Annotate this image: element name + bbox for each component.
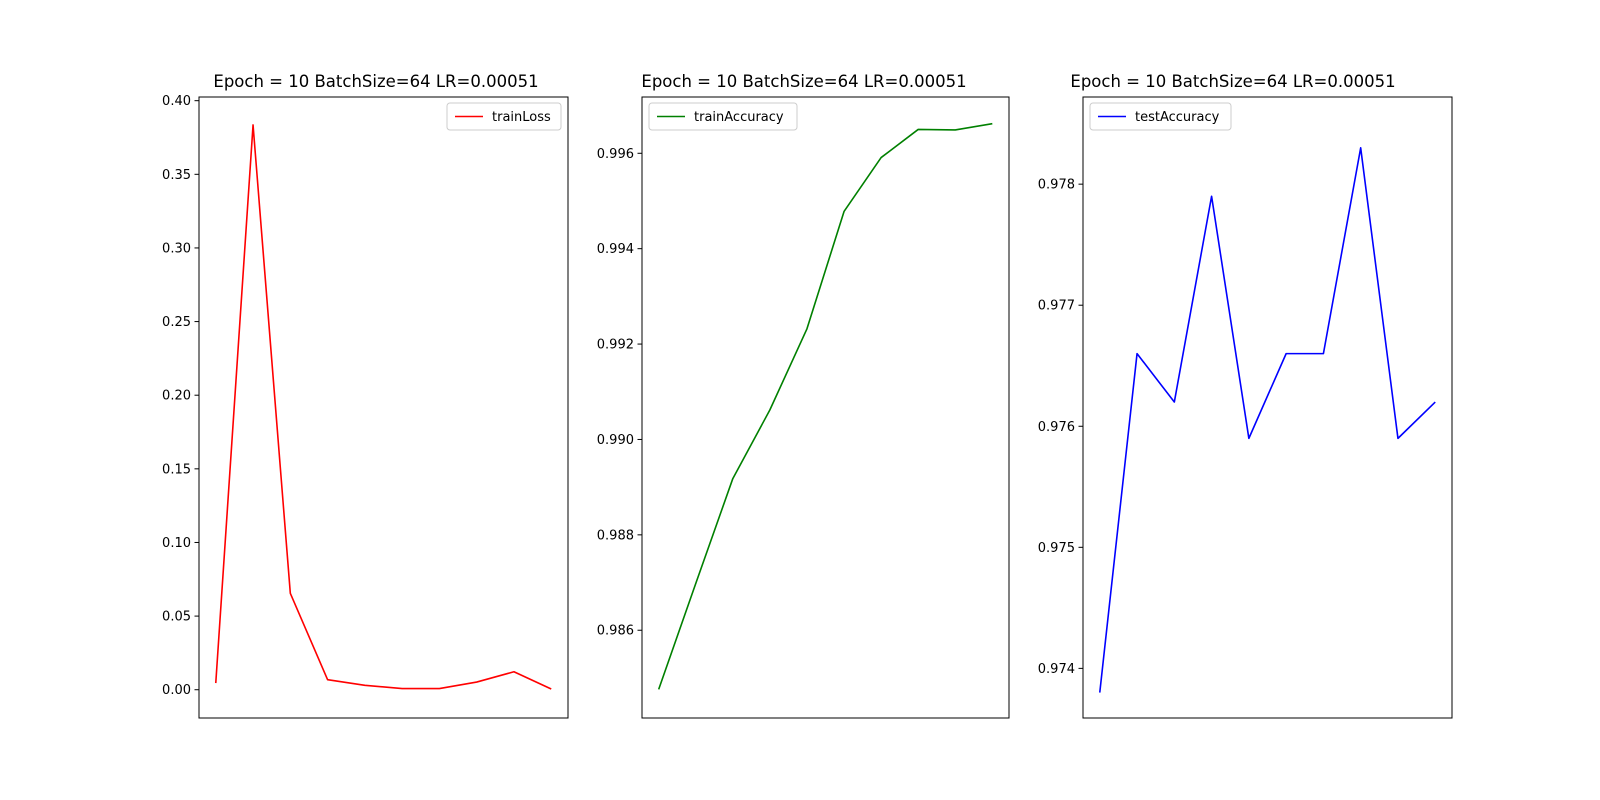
- plot-area: 0.974 0.975 0.976 0.977 0.978 testAccuracy: [1038, 96, 1453, 719]
- data-point: [215, 682, 217, 684]
- data-point: [1323, 353, 1325, 355]
- y-tick-label: 0.994: [597, 242, 634, 257]
- data-point: [1285, 353, 1287, 355]
- y-tick-label: 0.975: [1038, 541, 1075, 556]
- data-point: [1136, 353, 1138, 355]
- y-tick-label: 0.20: [162, 389, 191, 404]
- data-point: [1360, 147, 1362, 149]
- data-point: [658, 689, 660, 691]
- data-point: [880, 157, 882, 159]
- data-point: [992, 123, 994, 125]
- legend: trainLoss: [446, 102, 562, 131]
- y-tick-label: 0.988: [597, 528, 634, 543]
- subplot-test-accuracy: Epoch = 10 BatchSize=64 LR=0.00051 0.974…: [1038, 72, 1453, 719]
- data-point: [1099, 692, 1101, 694]
- y-tick-label: 0.974: [1038, 662, 1075, 677]
- axes-frame: [641, 96, 1010, 719]
- legend-box: [446, 102, 562, 131]
- data-point: [843, 211, 845, 213]
- y-tick-label: 0.05: [162, 610, 191, 625]
- data-point: [327, 679, 329, 681]
- y-tick-label: 0.978: [1038, 178, 1075, 193]
- data-point: [439, 688, 441, 690]
- subplot-title: Epoch = 10 BatchSize=64 LR=0.00051: [213, 72, 538, 91]
- data-point: [364, 685, 366, 687]
- axes-frame: [198, 96, 569, 719]
- data-point: [806, 328, 808, 330]
- y-tick-label: 0.977: [1038, 299, 1075, 314]
- data-point: [1174, 401, 1176, 403]
- y-tick-label: 0.30: [162, 241, 191, 256]
- subplot-title: Epoch = 10 BatchSize=64 LR=0.00051: [641, 72, 966, 91]
- subplot-title: Epoch = 10 BatchSize=64 LR=0.00051: [1070, 72, 1395, 91]
- legend-label: trainAccuracy: [694, 110, 784, 125]
- data-point: [917, 129, 919, 131]
- data-point: [732, 478, 734, 480]
- y-tick-label: 0.10: [162, 536, 191, 551]
- data-point: [1211, 195, 1213, 197]
- series-line-testAccuracy: [1098, 147, 1436, 693]
- data-point: [1397, 438, 1399, 440]
- y-tick-label: 0.992: [597, 338, 634, 353]
- data-point: [550, 688, 552, 690]
- data-point: [954, 129, 956, 131]
- series-line-trainLoss: [214, 124, 552, 690]
- data-point: [401, 688, 403, 690]
- data-point: [513, 671, 515, 673]
- legend-label: testAccuracy: [1135, 110, 1220, 125]
- legend-box: [1089, 102, 1232, 131]
- series-line-trainAccuracy: [657, 122, 993, 690]
- plot-area: 0.986 0.988 0.990 0.992 0.994 0.996 trainAccur…: [597, 96, 1010, 719]
- legend: trainAccuracy: [648, 102, 798, 131]
- data-point: [290, 592, 292, 594]
- y-tick-label: 0.25: [162, 315, 191, 330]
- subplot-train-loss: Epoch = 10 BatchSize=64 LR=0.00051 0.000…: [162, 72, 569, 719]
- y-tick-label: 0.00: [162, 683, 191, 698]
- legend-box: [648, 102, 798, 131]
- legend: testAccuracy: [1089, 102, 1232, 131]
- subplot-train-accuracy: Epoch = 10 BatchSize=64 LR=0.00051 0.986…: [597, 72, 1010, 719]
- y-tick-label: 0.986: [597, 624, 634, 639]
- legend-label: trainLoss: [492, 110, 551, 125]
- y-tick-label: 0.996: [597, 147, 634, 162]
- y-tick-label: 0.990: [597, 433, 634, 448]
- data-point: [476, 681, 478, 683]
- data-point: [769, 409, 771, 411]
- plot-area: 0.00 0.05 0.10 0.15 0.20 0.25 0.30 0.35 0.40 trai…: [162, 94, 569, 719]
- data-point: [252, 124, 254, 126]
- data-point: [1248, 438, 1250, 440]
- data-point: [695, 583, 697, 585]
- axes-frame: [1082, 96, 1453, 719]
- y-tick-label: 0.15: [162, 462, 191, 477]
- y-tick-label: 0.35: [162, 168, 191, 183]
- y-tick-label: 0.976: [1038, 420, 1075, 435]
- y-tick-label: 0.40: [162, 94, 191, 109]
- data-point: [1434, 401, 1436, 403]
